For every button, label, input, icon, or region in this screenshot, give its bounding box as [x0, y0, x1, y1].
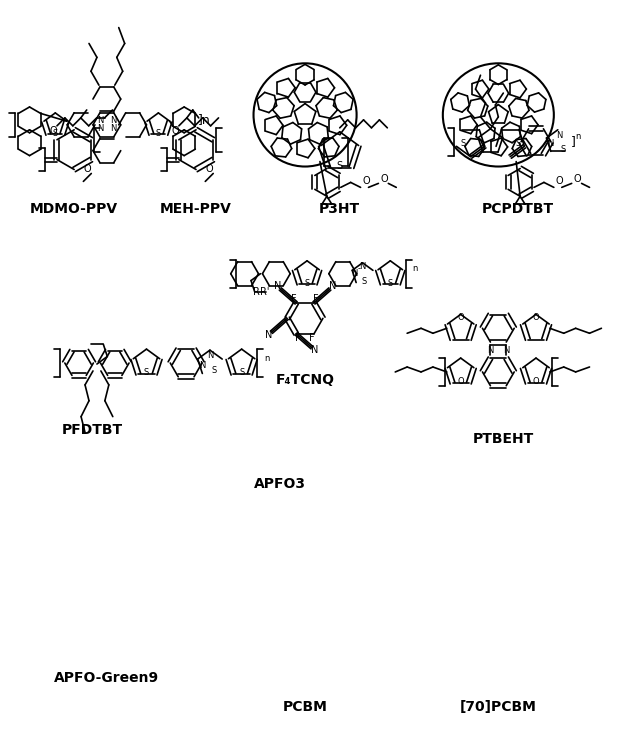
Text: N: N: [274, 281, 281, 292]
Text: S: S: [460, 139, 465, 148]
Text: P3HT: P3HT: [319, 202, 361, 216]
Text: S: S: [362, 277, 367, 286]
Text: O: O: [171, 126, 179, 136]
Text: PTBEHT: PTBEHT: [472, 432, 534, 446]
Text: APFO-Green9: APFO-Green9: [54, 671, 159, 685]
Text: S: S: [211, 366, 216, 375]
Text: O: O: [381, 174, 388, 185]
Text: F: F: [313, 294, 319, 304]
Text: O: O: [532, 377, 539, 386]
Text: PCBM: PCBM: [282, 701, 328, 715]
Text: N: N: [351, 269, 358, 279]
Text: N: N: [97, 117, 103, 125]
Text: N: N: [503, 346, 509, 355]
Text: S: S: [560, 145, 566, 154]
Text: O: O: [49, 126, 57, 136]
Text: N: N: [547, 139, 553, 148]
Text: N: N: [359, 262, 366, 271]
Text: S: S: [144, 369, 149, 377]
Text: R': R': [260, 287, 269, 297]
Text: O: O: [458, 313, 464, 322]
Text: PFDTBT: PFDTBT: [61, 422, 122, 437]
Text: F: F: [309, 333, 315, 343]
Text: PCPDTBT: PCPDTBT: [482, 202, 554, 216]
Text: R: R: [253, 287, 260, 297]
Text: [70]PCBM: [70]PCBM: [460, 701, 537, 715]
Text: O: O: [206, 163, 213, 174]
Text: APFO3: APFO3: [254, 477, 306, 491]
Text: n: n: [265, 353, 270, 363]
Text: F₄TCNQ: F₄TCNQ: [276, 373, 334, 387]
Text: S: S: [516, 139, 521, 148]
Text: MEH-PPV: MEH-PPV: [160, 202, 232, 216]
Text: O: O: [532, 313, 539, 322]
Text: N: N: [488, 346, 494, 355]
Text: MDMO-PPV: MDMO-PPV: [30, 202, 118, 216]
Text: ]n: ]n: [198, 114, 211, 126]
Text: N: N: [557, 131, 563, 140]
Text: N: N: [311, 345, 319, 356]
Text: O: O: [458, 377, 464, 386]
Text: N: N: [329, 281, 336, 292]
Text: N: N: [111, 117, 117, 125]
Text: n: n: [575, 132, 580, 141]
Text: N: N: [111, 125, 117, 133]
Text: S: S: [239, 369, 244, 377]
Text: O: O: [362, 177, 371, 186]
Text: F: F: [291, 294, 297, 304]
Text: -: -: [358, 265, 361, 273]
Text: ]: ]: [571, 135, 576, 148]
Text: N: N: [207, 350, 213, 360]
Text: O: O: [84, 163, 91, 174]
Text: S: S: [156, 129, 161, 139]
Text: S: S: [304, 279, 309, 288]
Text: N: N: [199, 361, 205, 369]
Text: N: N: [265, 330, 272, 340]
Text: S: S: [388, 279, 393, 288]
Text: O: O: [556, 177, 564, 186]
Text: S: S: [337, 161, 343, 171]
Text: S: S: [52, 129, 58, 139]
Text: F: F: [296, 333, 301, 343]
Text: O: O: [574, 174, 581, 185]
Text: n: n: [412, 265, 418, 273]
Text: N: N: [97, 125, 103, 133]
